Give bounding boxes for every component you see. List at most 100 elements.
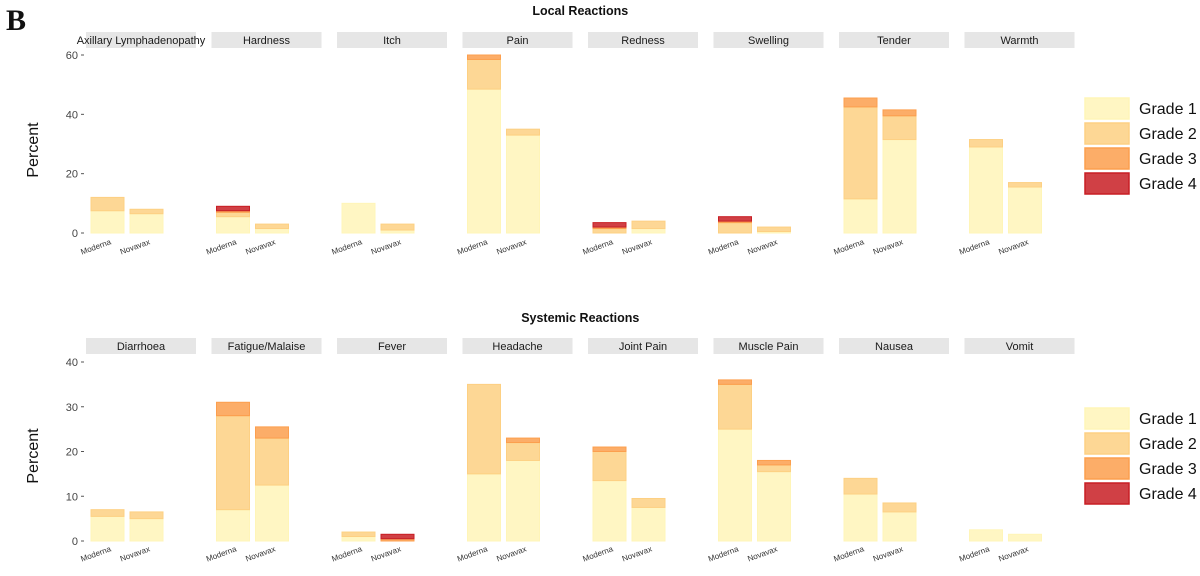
legend-key-grade-2 [1084,122,1130,145]
facet-strip [211,338,322,354]
bar-segment-grade-2 [843,106,878,200]
y-tick-label: 0 [72,228,78,240]
bar-segment-grade-1 [341,202,376,234]
bar-segment-grade-2 [843,477,878,495]
facet-strip-label: Tender [877,35,911,47]
x-tick-label: Novavax [621,544,653,563]
y-tick-label: 10 [66,491,78,503]
x-tick-label: Novavax [997,237,1029,256]
facet-strip-label: Joint Pain [619,341,667,353]
bar-segment-grade-3 [467,54,501,60]
bar-segment-grade-3 [506,437,540,444]
bar-segment-grade-2 [506,442,540,461]
bar-segment-grade-2 [718,383,752,430]
facet-strip [86,338,196,354]
legend-label: Grade 2 [1139,126,1197,143]
bar-segment-grade-2 [1008,182,1042,188]
bar-segment-grade-1 [216,216,250,234]
bar-segment-grade-2 [255,437,289,486]
x-tick-label: Novavax [872,237,904,256]
legend-key-grade-4 [1084,482,1130,505]
bar-segment-grade-3 [255,426,289,439]
bar-segment-grade-2 [380,223,415,231]
bar-segment-grade-2 [255,223,289,230]
bar-segment-grade-2 [631,220,666,230]
bar-segment-grade-1 [467,88,501,234]
facet-strip [462,32,573,48]
x-tick-label: Moderna [79,237,112,256]
facet-strip-label: Swelling [748,35,789,47]
facet-strip [964,32,1075,48]
facet-strip-label: Axillary Lymphadenopathy [77,35,206,47]
facet-strip [964,338,1075,354]
bar-segment-grade-4 [592,222,627,228]
legend-label: Grade 1 [1139,101,1197,118]
bar-segment-grade-1 [129,213,164,234]
x-tick-label: Moderna [707,544,740,563]
x-tick-label: Moderna [330,544,363,563]
bar-segment-grade-2 [467,383,501,475]
bar-segment-grade-3 [843,97,878,108]
facet-strip-label: Itch [383,35,401,47]
bar-segment-grade-1 [718,428,752,542]
legend-label: Grade 3 [1139,151,1197,168]
bar-segment-grade-2 [592,228,627,234]
facet-strip-label: Fever [378,341,406,353]
bar-segment-grade-1 [255,228,289,234]
legend-label: Grade 2 [1139,436,1197,453]
facet-strip [211,32,322,48]
facet-strip-label: Diarrhoea [117,341,166,353]
bar-segment-grade-3 [592,446,627,452]
x-tick-label: Moderna [330,237,363,256]
chart-title: Local Reactions [532,4,628,18]
x-tick-label: Moderna [456,237,489,256]
facet-strip-label: Vomit [1006,341,1034,353]
bar-segment-grade-3 [757,459,791,466]
x-tick-label: Novavax [621,237,653,256]
bar-segment-grade-2 [90,196,125,212]
x-tick-label: Moderna [832,237,865,256]
x-tick-label: Moderna [958,237,991,256]
bar-segment-grade-2 [467,58,501,90]
bar-segment-grade-1 [631,228,666,234]
bar-segment-grade-1 [506,459,540,542]
bar-segment-grade-2 [757,226,791,233]
x-tick-label: Novavax [370,237,402,256]
bar-segment-grade-2 [506,128,540,136]
facet-strip-label: Hardness [243,35,291,47]
facet-strip [839,338,949,354]
legend-key-grade-4 [1084,172,1130,195]
bar-segment-grade-1 [90,515,125,542]
legend-label: Grade 4 [1139,486,1197,503]
x-tick-label: Moderna [958,544,991,563]
bar-segment-grade-1 [882,511,917,542]
chart-title: Systemic Reactions [521,311,639,325]
x-tick-label: Novavax [119,544,151,563]
facet-strip-label: Fatigue/Malaise [228,341,306,353]
y-axis-label: Percent [25,122,42,178]
bar-segment-grade-1 [631,506,666,542]
bar-segment-grade-2 [882,502,917,513]
y-tick-label: 30 [66,402,78,414]
facet-strip [588,338,698,354]
bar-segment-grade-1 [882,139,917,234]
y-tick-label: 20 [66,169,78,181]
facet-strip [839,32,949,48]
bar-segment-grade-2 [216,211,250,218]
bar-segment-grade-2 [341,531,376,538]
x-tick-label: Novavax [746,237,778,256]
bar-segment-grade-1 [129,518,164,542]
legend-key-grade-3 [1084,457,1130,480]
y-tick-label: 40 [66,357,78,369]
facet-strip [337,338,447,354]
x-tick-label: Moderna [205,237,238,256]
x-tick-label: Moderna [205,544,238,563]
facet-strip [713,32,824,48]
x-tick-label: Novavax [746,544,778,563]
bar-segment-grade-2 [718,222,752,234]
bar-segment-grade-1 [843,198,878,234]
bar-segment-grade-2 [757,464,791,473]
bar-segment-grade-4 [718,216,752,222]
bar-segment-grade-3 [216,401,250,417]
